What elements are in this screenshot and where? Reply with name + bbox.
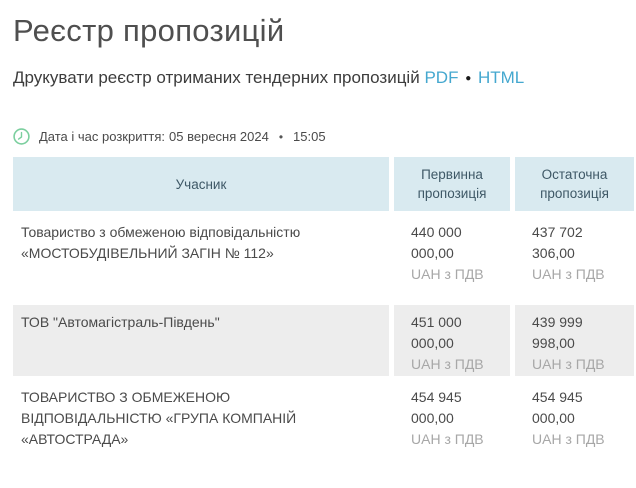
initial-proposal-value: 454 945 000,00 [411,389,462,426]
currency-label: UAH з ПДВ [411,431,484,447]
currency-label: UAH з ПДВ [532,431,605,447]
pdf-link[interactable]: PDF [424,68,459,87]
page-title: Реєстр пропозицій [13,13,285,48]
participant-name: ТОВАРИСТВО З ОБМЕЖЕНОЮ ВІДПОВІДАЛЬНІСТЮ … [13,380,389,466]
initial-proposal-value: 451 000 000,00 [411,314,462,351]
final-proposal-value: 437 702 306,00 [532,224,583,261]
initial-proposal-value: 440 000 000,00 [411,224,462,261]
column-header-initial-proposal: Первинна пропозиція [394,157,510,211]
page: Реєстр пропозицій Друкувати реєстр отрим… [13,13,636,466]
bullet-separator: ● [465,73,472,84]
html-link[interactable]: HTML [477,68,525,87]
disclosure-date-row: Дата і час розкриття: 05 вересня 2024 • … [13,128,636,145]
disclosure-time: 15:05 [293,129,326,144]
disclosure-label: Дата і час розкриття: [39,129,166,144]
final-proposal-value: 439 999 998,00 [532,314,583,351]
print-register-line: Друкувати реєстр отриманих тендерних про… [13,67,636,90]
proposals-table: Учасник Первинна пропозиція Остаточна пр… [13,157,634,466]
final-proposal-cell: 439 999 998,00 UAH з ПДВ [515,305,634,376]
participant-name: Товариство з обмеженою відповідальністю … [13,215,389,301]
clock-icon [13,128,30,145]
final-proposal-cell: 454 945 000,00 UAH з ПДВ [515,380,634,466]
initial-proposal-cell: 440 000 000,00 UAH з ПДВ [394,215,510,301]
participant-name: ТОВ "Автомагістраль-Південь" [13,305,389,376]
initial-proposal-cell: 451 000 000,00 UAH з ПДВ [394,305,510,376]
currency-label: UAH з ПДВ [532,266,605,282]
final-proposal-value: 454 945 000,00 [532,389,583,426]
currency-label: UAH з ПДВ [532,356,605,372]
column-header-final-proposal: Остаточна пропозиція [515,157,634,211]
initial-proposal-cell: 454 945 000,00 UAH з ПДВ [394,380,510,466]
dot-separator: • [278,129,284,144]
disclosure-date: 05 вересня 2024 [169,129,269,144]
print-register-label: Друкувати реєстр отриманих тендерних про… [13,68,420,87]
final-proposal-cell: 437 702 306,00 UAH з ПДВ [515,215,634,301]
column-header-participant: Учасник [13,157,389,211]
currency-label: UAH з ПДВ [411,356,484,372]
currency-label: UAH з ПДВ [411,266,484,282]
